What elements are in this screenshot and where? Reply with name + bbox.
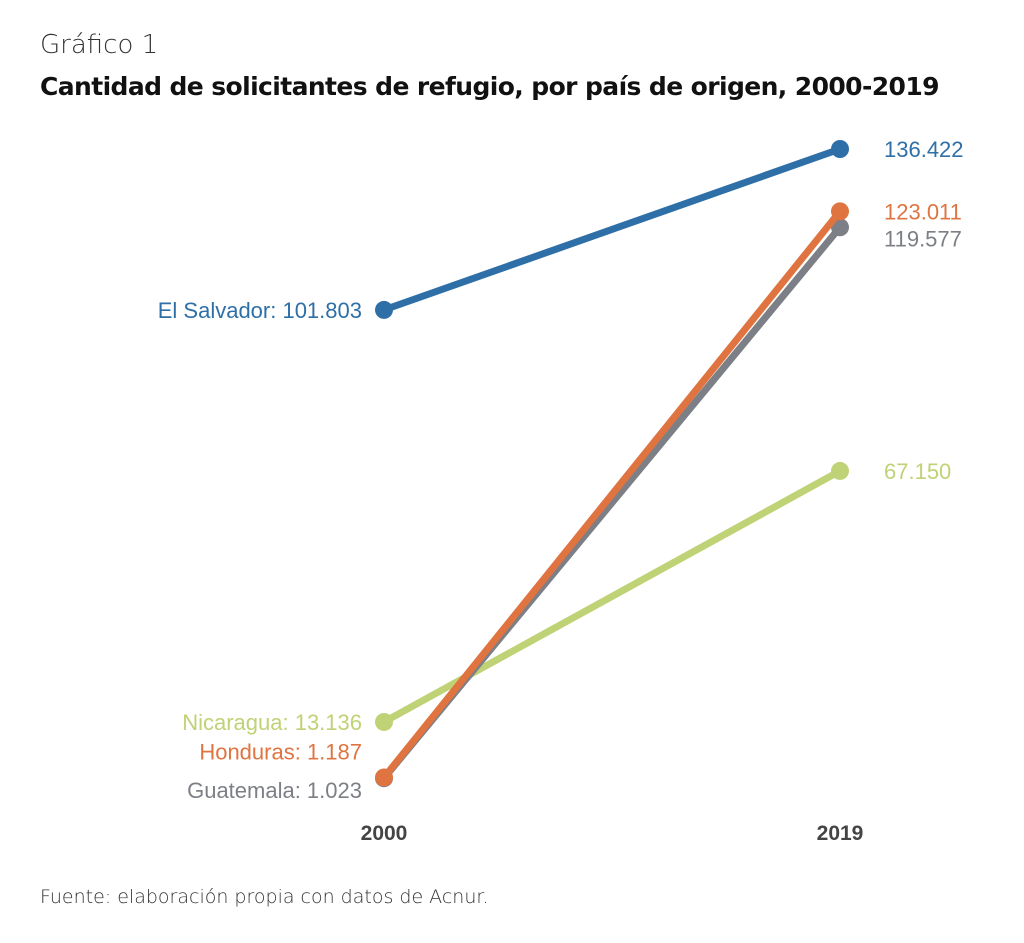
point-el-salvador-2019 xyxy=(831,140,849,158)
chart-kicker: Gráfico 1 xyxy=(40,30,159,60)
label-nicaragua-2000: Nicaragua: 13.136 xyxy=(182,710,362,735)
point-honduras-2019 xyxy=(831,202,849,221)
chart-source: Fuente: elaboración propia con datos de … xyxy=(40,886,489,908)
chart-title: Cantidad de solicitantes de refugio, por… xyxy=(40,72,940,101)
label-nicaragua-2019: 67.150 xyxy=(884,459,951,484)
x-tick-2000: 2000 xyxy=(361,822,408,845)
series-line-honduras xyxy=(380,207,844,781)
point-nicaragua-2000 xyxy=(375,712,393,731)
point-guatemala-2019 xyxy=(831,218,849,237)
series-line-nicaragua xyxy=(380,467,844,726)
label-el-salvador-2019: 136.422 xyxy=(884,137,964,162)
point-el-salvador-2000 xyxy=(375,300,393,319)
label-guatemala-2000: Guatemala: 1.023 xyxy=(187,778,362,803)
point-honduras-2000 xyxy=(375,768,393,787)
label-honduras-2019: 123.011 xyxy=(884,199,962,224)
label-guatemala-2019: 119.577 xyxy=(884,226,962,251)
series-line-el-salvador xyxy=(380,145,844,314)
label-honduras-2000: Honduras: 1.187 xyxy=(199,739,362,764)
point-nicaragua-2019 xyxy=(831,461,849,480)
label-el-salvador-2000: El Salvador: 101.803 xyxy=(158,298,362,323)
x-tick-2019: 2019 xyxy=(817,822,864,845)
